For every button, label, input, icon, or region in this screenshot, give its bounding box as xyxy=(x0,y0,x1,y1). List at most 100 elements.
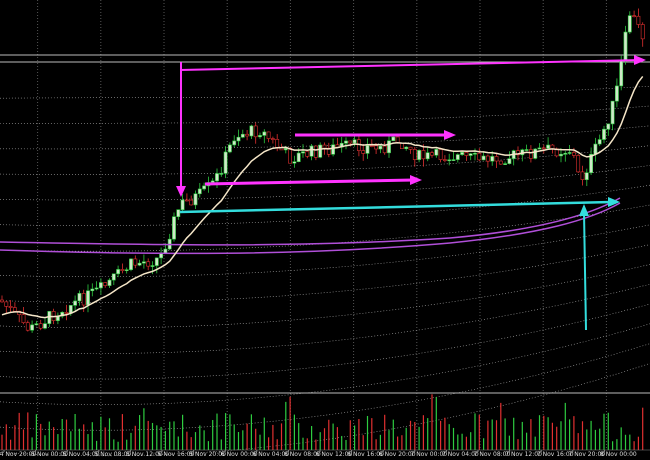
candle-body xyxy=(481,155,486,161)
arrow xyxy=(204,178,415,186)
candle-body xyxy=(455,154,460,160)
candle-body xyxy=(627,15,632,33)
arrowhead xyxy=(176,186,186,197)
candle-body xyxy=(361,150,366,154)
candle-body xyxy=(215,173,219,182)
candle-body xyxy=(559,153,563,157)
envelope-lines xyxy=(0,85,650,457)
candle-body xyxy=(262,131,267,136)
candle-body xyxy=(546,144,551,149)
x-tick-label: 5 Nov 00:00 xyxy=(31,451,68,458)
candle-body xyxy=(146,261,151,267)
candle-body xyxy=(94,287,99,290)
candle-body xyxy=(142,261,146,264)
x-axis: 4 Nov 20:005 Nov 00:005 Nov 04:005 Nov 0… xyxy=(0,450,637,458)
x-tick-label: 4 Nov 20:00 xyxy=(0,451,36,458)
candle-body xyxy=(0,299,4,303)
candle-body xyxy=(369,145,374,147)
candle-body xyxy=(348,140,353,144)
candle-body xyxy=(567,152,572,154)
candle-body xyxy=(288,148,293,164)
candle-body xyxy=(490,156,495,162)
candle-body xyxy=(107,279,112,286)
candle-body xyxy=(99,282,103,289)
x-tick-label: 7 Nov 08:00 xyxy=(474,451,511,458)
candle-body xyxy=(137,262,142,266)
candle-body xyxy=(399,142,404,149)
candle-body xyxy=(365,145,370,154)
candle-body xyxy=(378,145,383,150)
candle-body xyxy=(223,151,228,174)
candle-body xyxy=(460,152,465,155)
annotations xyxy=(176,55,646,331)
candle-body xyxy=(154,257,159,266)
candle-body xyxy=(111,273,116,281)
x-tick-label: 7 Nov 04:00 xyxy=(442,451,479,458)
candle-body xyxy=(391,136,396,142)
candle-body xyxy=(13,307,17,312)
envelope-line xyxy=(0,224,650,278)
candle-body xyxy=(610,100,615,125)
candle-body xyxy=(503,163,508,165)
candle-body xyxy=(77,293,82,302)
candle-body xyxy=(292,161,297,164)
candle-body xyxy=(516,150,520,156)
candle-body xyxy=(133,258,138,266)
x-tick-label: 7 Nov 16:00 xyxy=(537,451,574,458)
moving-average-slow xyxy=(0,197,621,246)
candle-body xyxy=(524,149,529,151)
candle-body xyxy=(43,323,47,329)
candle-body xyxy=(580,171,585,180)
candle-body xyxy=(533,148,538,159)
candle-body xyxy=(541,147,546,150)
candle-body xyxy=(202,185,207,190)
candle-body xyxy=(632,15,637,17)
candle-body xyxy=(176,209,181,218)
candle-body xyxy=(305,151,310,157)
candle-body xyxy=(150,265,155,267)
candle-body xyxy=(296,152,301,163)
candle-body xyxy=(301,151,305,154)
candle-body xyxy=(116,269,121,275)
candle-body xyxy=(124,269,129,271)
x-tick-label: 7 Nov 20:00 xyxy=(568,451,605,458)
candle-body xyxy=(563,152,568,155)
candle-body xyxy=(597,139,602,145)
candle-body xyxy=(602,128,606,140)
candle-body xyxy=(81,293,86,306)
candle-body xyxy=(507,158,512,164)
candle-body xyxy=(447,159,452,162)
candle-body xyxy=(498,160,503,165)
candle-body xyxy=(318,144,323,158)
candle-body xyxy=(434,149,439,156)
candle-body xyxy=(86,290,90,306)
candle-body xyxy=(283,148,288,151)
arrowhead xyxy=(579,204,589,216)
candle-body xyxy=(4,301,9,307)
candle-body xyxy=(30,324,35,331)
candle-body xyxy=(193,193,198,206)
x-tick-label: 6 Nov 00:00 xyxy=(221,451,258,458)
candle-body xyxy=(120,269,125,271)
x-tick-label: 5 Nov 08:00 xyxy=(94,451,131,458)
arrowhead xyxy=(608,197,620,207)
candle-body xyxy=(266,131,271,139)
candle-body xyxy=(180,199,185,211)
candle-body xyxy=(322,144,327,149)
x-tick-label: 6 Nov 04:00 xyxy=(252,451,289,458)
candle-body xyxy=(619,60,624,87)
x-tick-label: 6 Nov 08:00 xyxy=(284,451,321,458)
candle-body xyxy=(425,152,430,160)
moving-average-fast xyxy=(1,75,644,319)
candle-body xyxy=(537,147,542,150)
candle-body xyxy=(90,288,95,292)
candle-body xyxy=(614,85,619,102)
candle-body xyxy=(571,152,576,156)
candle-body xyxy=(8,306,13,308)
x-tick-label: 5 Nov 20:00 xyxy=(189,451,226,458)
x-tick-label: 6 Nov 16:00 xyxy=(347,451,384,458)
candle-body xyxy=(236,136,241,142)
candle-body xyxy=(189,199,194,206)
candle-body xyxy=(468,153,473,156)
